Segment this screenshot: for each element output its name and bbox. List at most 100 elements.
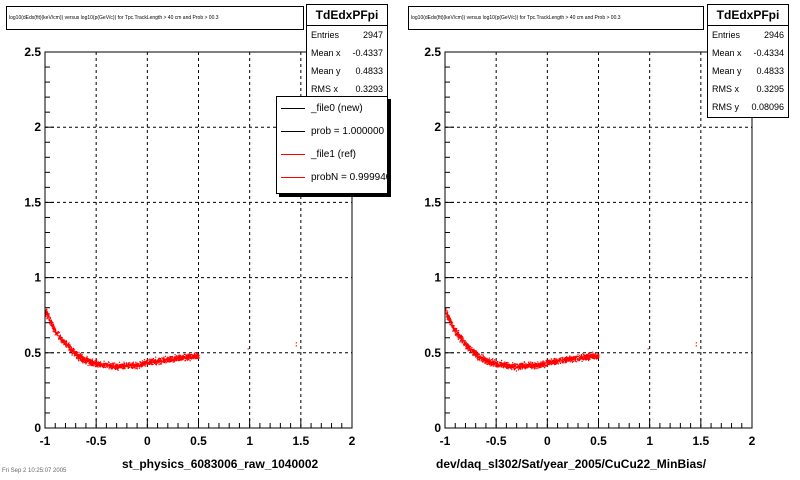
data-point	[593, 356, 595, 358]
data-point	[168, 361, 170, 363]
data-point	[64, 341, 66, 343]
data-point	[183, 356, 185, 358]
data-point	[532, 366, 534, 368]
data-point	[494, 365, 496, 367]
data-point	[449, 324, 451, 326]
data-point	[157, 361, 159, 363]
data-point	[50, 325, 53, 327]
data-point	[185, 356, 187, 359]
data-point	[461, 339, 463, 341]
data-point	[482, 356, 484, 359]
data-point	[46, 318, 48, 320]
data-point	[53, 325, 55, 327]
data-point	[592, 351, 594, 353]
data-point	[588, 355, 590, 357]
data-point	[537, 363, 539, 365]
data-point	[570, 361, 572, 363]
data-point	[485, 357, 487, 359]
x-tick-label: 0	[544, 434, 551, 448]
data-point	[561, 361, 563, 363]
data-point	[540, 366, 542, 368]
data-point	[498, 361, 501, 363]
data-point	[494, 363, 496, 365]
data-point	[554, 361, 556, 363]
data-point	[458, 338, 460, 340]
data-point	[484, 360, 486, 362]
data-point	[126, 365, 128, 367]
data-point	[542, 360, 544, 362]
data-point	[557, 362, 559, 364]
data-point	[555, 363, 558, 365]
data-point	[553, 358, 555, 360]
data-point	[567, 357, 569, 359]
data-point	[488, 359, 490, 361]
data-point	[528, 363, 530, 365]
data-point	[109, 364, 111, 366]
data-point	[529, 366, 531, 368]
outlier-point	[695, 345, 697, 347]
data-point	[479, 355, 481, 357]
data-point	[102, 366, 104, 368]
data-point	[584, 358, 586, 360]
data-point	[104, 366, 106, 368]
data-point	[95, 366, 97, 368]
data-point	[500, 362, 502, 364]
data-point	[541, 365, 543, 367]
data-point	[517, 367, 519, 369]
data-point	[543, 361, 545, 363]
data-point	[502, 365, 504, 367]
data-point	[67, 343, 69, 345]
data-point	[547, 360, 549, 362]
data-point	[100, 366, 102, 368]
data-point	[448, 316, 450, 318]
data-point	[49, 320, 51, 322]
y-tick-label: 2	[434, 120, 441, 134]
data-point	[154, 358, 157, 361]
data-point	[83, 357, 85, 359]
data-point	[482, 359, 484, 361]
data-point	[455, 334, 457, 336]
data-point	[575, 355, 577, 358]
data-point	[520, 362, 522, 364]
data-point	[167, 361, 169, 363]
x-tick-label: -0.5	[86, 434, 107, 448]
data-point	[114, 366, 116, 368]
data-point	[111, 368, 113, 370]
data-point	[170, 359, 172, 361]
data-point	[161, 358, 163, 360]
y-tick-label: 0.5	[424, 346, 441, 360]
data-point	[577, 360, 579, 362]
data-point	[149, 363, 151, 365]
data-point	[195, 357, 197, 360]
data-point	[65, 340, 67, 342]
data-point	[61, 341, 63, 343]
data-point	[552, 362, 554, 364]
data-point	[545, 364, 547, 366]
data-point	[445, 308, 447, 310]
data-point	[463, 342, 465, 344]
data-point	[137, 366, 139, 368]
x-tick-label: 0	[144, 434, 151, 448]
x-tick-label: -1	[440, 434, 451, 448]
data-point	[188, 355, 190, 358]
data-point	[149, 362, 151, 364]
data-point	[54, 328, 57, 330]
data-point	[558, 360, 560, 362]
data-point	[481, 359, 483, 361]
data-point	[46, 311, 48, 313]
data-point	[510, 364, 512, 366]
y-tick-label: 2	[34, 120, 41, 134]
grid-lines	[445, 52, 752, 428]
data-point	[167, 356, 169, 358]
data-point	[445, 313, 448, 315]
data-point	[455, 329, 457, 332]
data-point	[97, 362, 99, 364]
data-point	[513, 366, 515, 368]
data-point	[55, 331, 57, 333]
data-point	[108, 368, 110, 370]
data-point	[531, 366, 533, 368]
data-point	[185, 355, 188, 357]
data-point	[177, 360, 180, 362]
data-point	[525, 366, 527, 368]
data-point	[85, 360, 87, 362]
